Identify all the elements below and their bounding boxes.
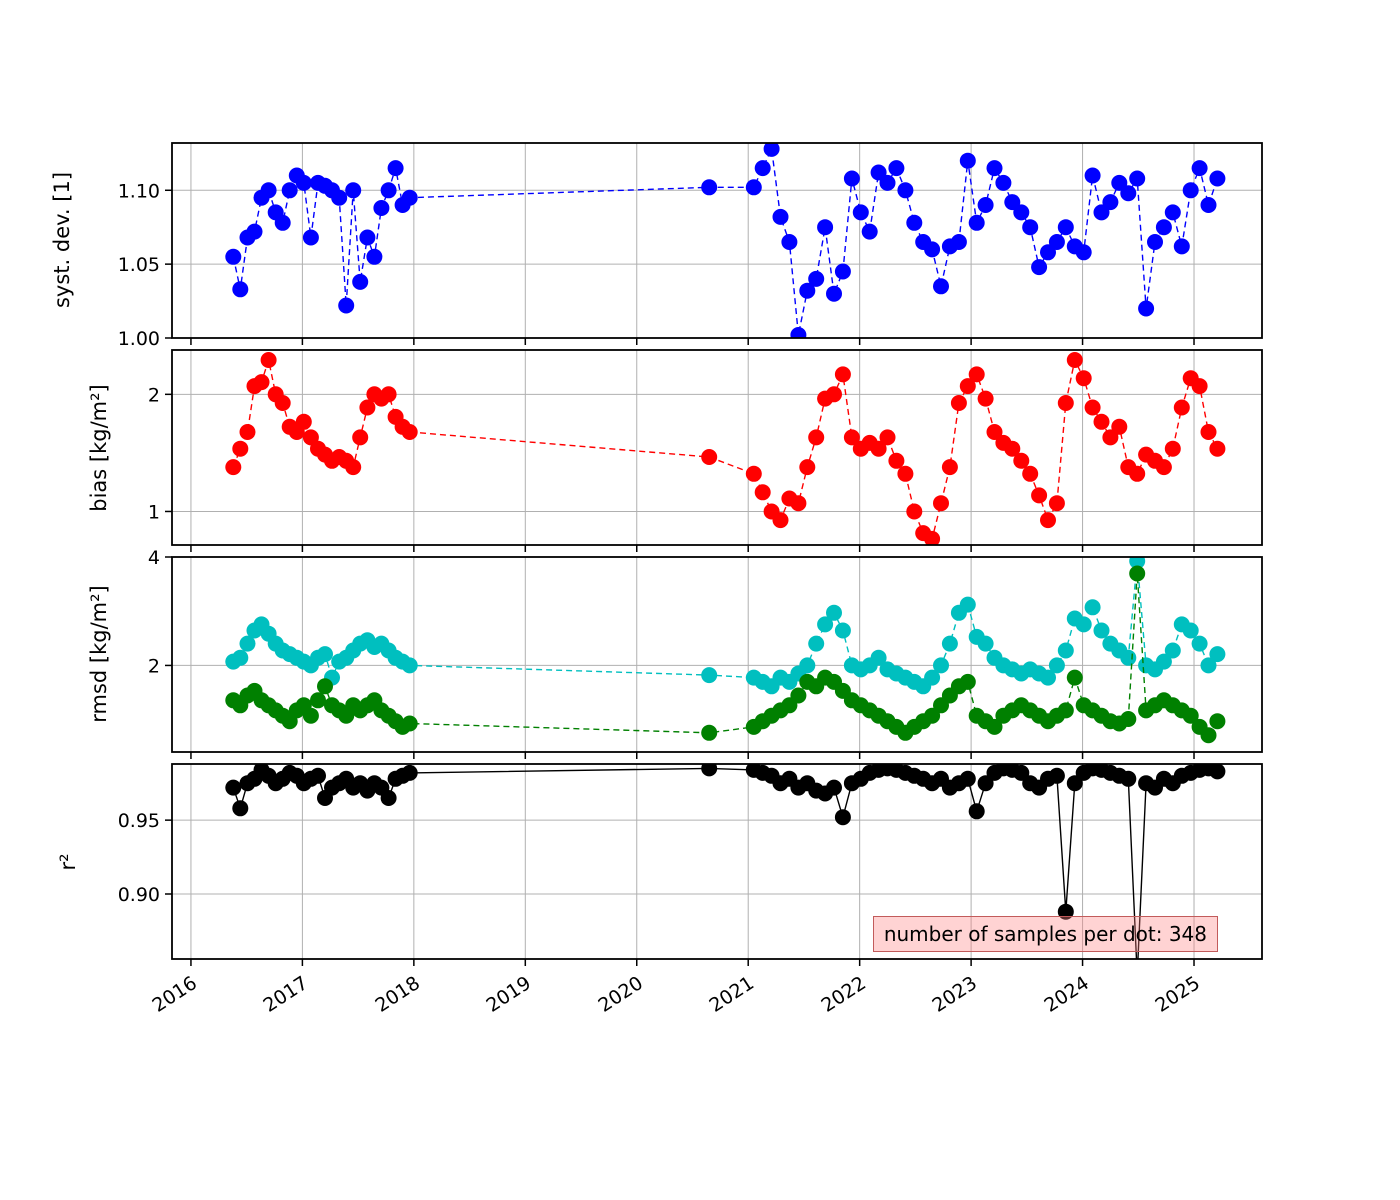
panel-bias: 12 [148,349,1263,552]
ylabel-rmsd: rmsd [kg/m²] [87,585,111,723]
tick-marks [165,556,1195,759]
panel-rmsd: 24 [148,547,1263,759]
y-tick-label: 1.05 [118,254,160,276]
y-tick-label: 0.90 [118,884,160,906]
panel-syst-dev: 1.00 1.05 1.10 [118,142,1263,350]
y-tick-label: 4 [148,547,160,569]
points-bias [225,352,1226,545]
samples-annotation: number of samples per dot: 348 [872,916,1218,952]
tick-marks [165,189,1195,345]
series-area [225,557,1226,744]
y-tick-label: 2 [148,384,160,406]
panel-frame [171,556,1263,753]
series-area [225,352,1226,545]
points-syst-dev [225,143,1226,338]
tick-marks [165,393,1195,552]
y-tick-label: 1 [148,501,160,523]
ylabel-bias: bias [kg/m²] [87,384,111,512]
series-area [225,143,1226,338]
panel-frame [171,349,1263,546]
y-tick-label: 2 [148,655,160,677]
panel-frame [171,142,1263,339]
series-area [225,764,1226,959]
gridlines [172,764,1262,959]
points-rmsd-green [225,565,1226,744]
ylabel-r2: r² [56,853,80,871]
points-r2 [225,764,1226,920]
points-rmsd-cyan [225,557,1226,695]
ylabel-syst-dev: syst. dev. [1] [50,171,74,309]
gridlines [172,350,1262,545]
tick-marks [165,819,1195,966]
y-tick-label: 0.95 [118,810,160,832]
y-tick-label: 1.00 [118,328,160,350]
panel-frame [171,763,1263,960]
line-bias [232,357,1219,541]
y-tick-label: 1.10 [118,180,160,202]
panel-r2: 0.90 0.95 [118,763,1263,966]
